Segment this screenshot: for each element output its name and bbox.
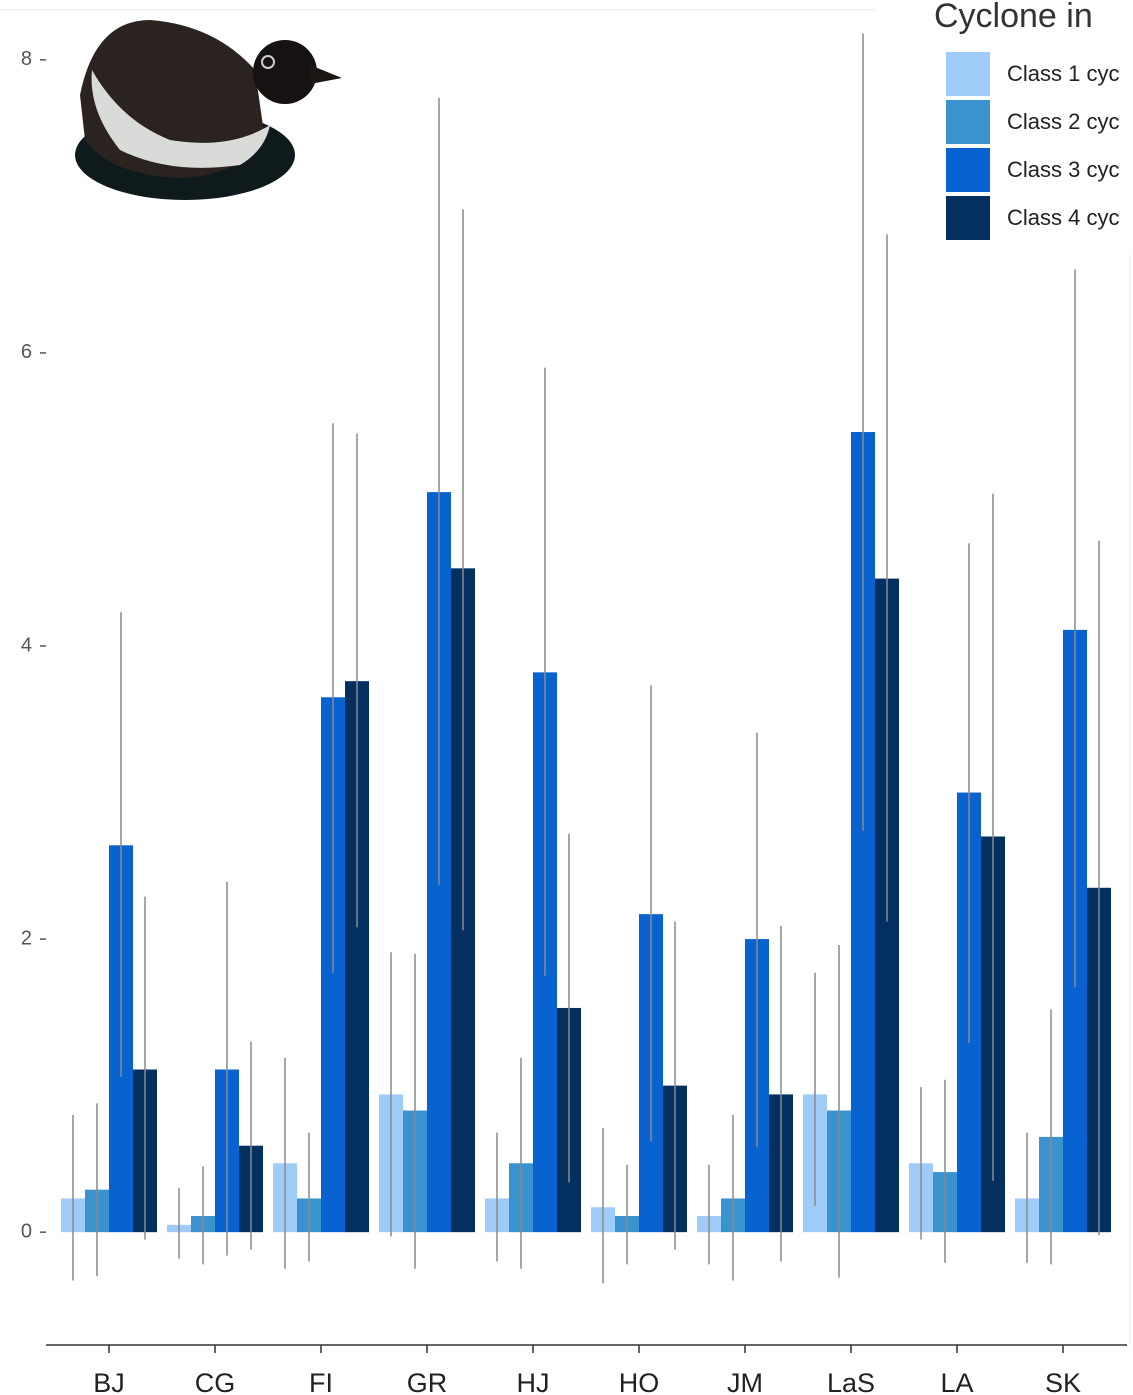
x-tick-label: LA — [940, 1368, 973, 1395]
x-tick-label: CG — [195, 1368, 236, 1395]
legend-swatch — [946, 52, 990, 96]
legend-swatch — [946, 148, 990, 192]
x-tick-label: LaS — [827, 1368, 875, 1395]
legend-label: Class 3 cyc — [1007, 157, 1119, 182]
legend-swatch — [946, 196, 990, 240]
y-tick-label: 4 — [21, 634, 32, 656]
legend-title: Cyclone in — [934, 0, 1093, 35]
y-tick-label: 6 — [21, 341, 32, 363]
legend-label: Class 4 cyc — [1007, 205, 1119, 230]
y-tick-label: 0 — [21, 1220, 32, 1242]
legend-label: Class 2 cyc — [1007, 109, 1119, 134]
x-tick-label: BJ — [93, 1368, 125, 1395]
y-tick-label: 2 — [21, 927, 32, 949]
x-tick-label: GR — [407, 1368, 448, 1395]
x-tick-label: FI — [309, 1368, 333, 1395]
bird-photo — [75, 20, 342, 200]
y-tick-label: 8 — [21, 48, 32, 70]
legend-label: Class 1 cyc — [1007, 61, 1119, 86]
x-tick-label: HJ — [517, 1368, 550, 1395]
legend-swatch — [946, 100, 990, 144]
x-tick-label: JM — [727, 1368, 763, 1395]
x-tick-label: HO — [619, 1368, 660, 1395]
x-tick-label: SK — [1045, 1368, 1081, 1395]
